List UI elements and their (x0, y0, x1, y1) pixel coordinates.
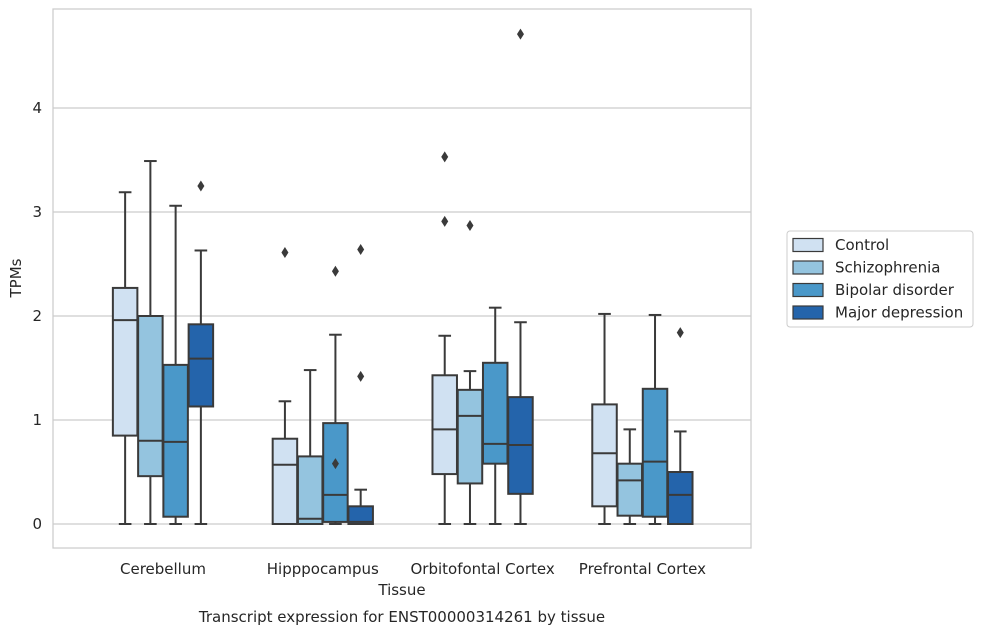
box-body (591, 403, 618, 508)
box-body (641, 387, 669, 518)
y-axis-label: TPMs (7, 258, 25, 298)
box-body (667, 471, 694, 525)
outlier-point (441, 215, 449, 227)
outlier-point (357, 243, 365, 255)
legend-swatch (792, 237, 824, 253)
box-group (162, 204, 189, 525)
box-body (296, 455, 324, 525)
x-tick-label: Cerebellum (120, 560, 206, 578)
box-body (347, 505, 374, 526)
plot-frame (52, 8, 752, 549)
legend-frame (786, 230, 974, 328)
outlier-point (331, 265, 339, 277)
box-body (137, 315, 164, 478)
series-2 (162, 204, 669, 525)
series-3 (187, 28, 694, 526)
x-tick-label: Orbitofontal Cortex (410, 560, 554, 578)
x-axis-label: Tissue (377, 581, 425, 599)
chart-caption: Transcript expression for ENST0000031426… (198, 608, 605, 626)
box-body (271, 437, 299, 525)
box-body (456, 388, 484, 485)
legend-label: Major depression (835, 304, 963, 322)
legend: Control Schizophrenia Bipolar disorder Majo… (786, 230, 974, 328)
box-group (667, 327, 694, 525)
box-body (162, 363, 189, 518)
outlier-point (466, 220, 474, 232)
box-group (111, 191, 139, 525)
box-body (322, 422, 349, 523)
x-tick-label: Prefrontal Cortex (579, 560, 706, 578)
legend-swatch (792, 260, 824, 275)
y-tick-label: 4 (32, 99, 42, 117)
x-axis-ticks: Cerebellum Hipppocampus Orbitofontal Corte… (120, 560, 706, 578)
outlier-point (516, 28, 524, 40)
legend-item: Control (792, 236, 889, 254)
outlier-point (441, 151, 449, 163)
y-axis-ticks: 0 1 2 3 4 (32, 99, 42, 533)
outlier-point (331, 458, 339, 470)
y-tick-label: 1 (32, 411, 42, 429)
box-group (137, 160, 164, 525)
y-tick-label: 2 (32, 307, 42, 325)
box-series (111, 28, 694, 526)
box-group (507, 28, 534, 525)
box-group (296, 369, 324, 525)
y-tick-label: 0 (32, 515, 42, 533)
legend-item: Major depression (792, 304, 963, 322)
legend-label: Schizophrenia (835, 259, 940, 277)
box-group (481, 306, 509, 525)
box-group (347, 243, 374, 526)
outlier-point (281, 247, 289, 259)
legend-swatch (792, 282, 824, 298)
legend-item: Bipolar disorder (792, 281, 955, 299)
box-body (616, 462, 644, 517)
outlier-point (197, 180, 205, 192)
legend-item: Schizophrenia (792, 259, 940, 277)
box-group (322, 265, 349, 525)
outlier-point (357, 370, 365, 382)
legend-swatch (792, 305, 824, 320)
box-group (431, 151, 458, 525)
series-0 (111, 151, 618, 525)
outlier-point (676, 327, 684, 339)
y-tick-label: 3 (32, 203, 42, 221)
x-tick-label: Hipppocampus (267, 560, 379, 578)
box-body (431, 374, 458, 476)
box-body (187, 323, 215, 408)
box-group (271, 247, 299, 525)
box-group (187, 180, 215, 525)
box-group (591, 312, 618, 525)
box-group (616, 428, 644, 525)
box-group (641, 313, 669, 525)
box-body (481, 361, 509, 465)
box-body (111, 286, 139, 437)
legend-label: Control (835, 236, 889, 254)
legend-label: Bipolar disorder (835, 281, 955, 299)
